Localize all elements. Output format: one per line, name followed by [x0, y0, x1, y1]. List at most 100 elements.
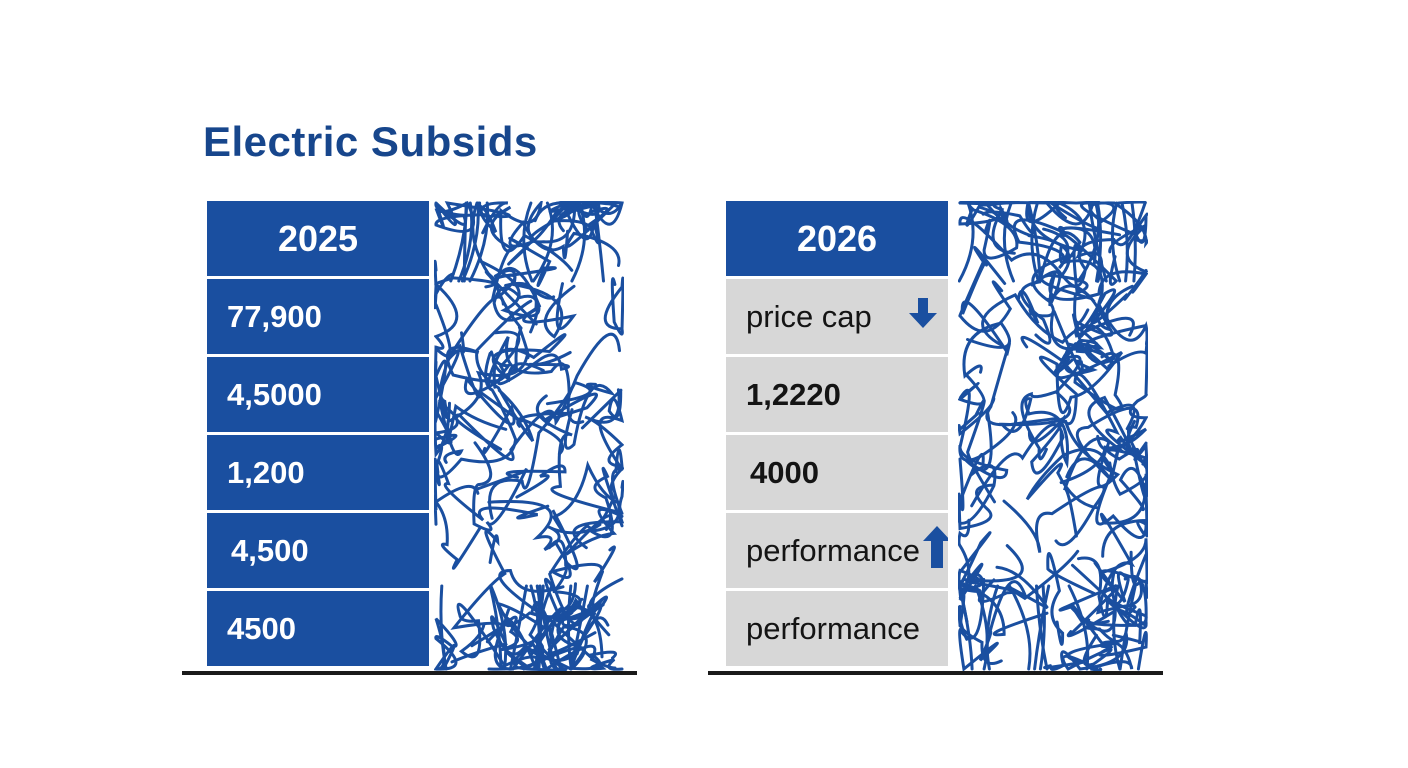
mesh-strand	[487, 500, 602, 552]
cell-label: price cap	[746, 298, 872, 334]
baseline	[182, 671, 637, 675]
mesh-strand	[1049, 310, 1099, 376]
mesh-strand	[509, 584, 528, 671]
mesh-strand	[450, 601, 548, 664]
mesh-strand	[958, 584, 974, 671]
mesh-strand	[1008, 584, 1032, 671]
mesh-strand	[584, 388, 624, 473]
mesh-strand	[985, 584, 1000, 671]
mesh-strand	[1002, 485, 1106, 553]
table-cell: performance	[726, 513, 948, 588]
mesh-strand	[1043, 631, 1148, 671]
mesh-strand	[439, 584, 448, 671]
mesh-strand	[468, 201, 490, 283]
mesh-strand	[603, 276, 624, 336]
mesh-strand	[464, 368, 516, 456]
mesh-strand	[1020, 342, 1115, 461]
mesh-strand	[1076, 201, 1101, 283]
mesh-strand	[434, 201, 511, 226]
mesh-strand	[981, 202, 1110, 329]
tangled-lines-graphic	[434, 201, 624, 671]
mesh-strand	[1070, 603, 1134, 671]
mesh-strand	[1038, 350, 1124, 426]
mesh-strand	[1067, 584, 1090, 671]
mesh-strand	[488, 584, 503, 671]
mesh-strand	[435, 459, 550, 522]
mesh-strand	[958, 518, 985, 600]
mesh-strand	[460, 201, 480, 283]
mesh-strand	[434, 276, 496, 350]
mesh-strand	[493, 268, 576, 339]
mesh-strand	[538, 584, 558, 671]
mesh-strand	[548, 467, 624, 626]
page-title: Electric Subsids	[203, 118, 538, 165]
mesh-strand	[556, 597, 611, 648]
mesh-strand	[1088, 201, 1148, 249]
mesh-strand	[569, 584, 589, 671]
table-cell: price cap	[726, 279, 948, 354]
mesh-strand	[1033, 584, 1051, 671]
table-cell: 4,500	[207, 513, 429, 588]
column-header-2025: 2025	[207, 201, 429, 276]
mesh-strand	[998, 391, 1072, 469]
mesh-strand	[958, 245, 1013, 333]
column-2026: 2026 price cap 1,2220 4000 performance p…	[726, 201, 948, 669]
mesh-strand	[1064, 259, 1134, 332]
mesh-strand	[958, 373, 986, 449]
mesh-strand	[958, 452, 995, 531]
table-cell: 4,5000	[207, 357, 429, 432]
mesh-strand	[475, 299, 535, 442]
mesh-strand	[1131, 446, 1148, 538]
mesh-strand	[548, 542, 616, 584]
table-cell: performance	[726, 591, 948, 666]
mesh-strand	[1130, 201, 1137, 283]
mesh-strand	[593, 201, 605, 283]
mesh-strand	[1087, 395, 1148, 453]
mesh-strand	[566, 584, 573, 671]
mesh-strand	[1118, 584, 1137, 671]
mesh-strand	[456, 602, 505, 665]
mesh-strand	[1038, 584, 1046, 671]
mesh-strand	[508, 219, 570, 260]
arrow-up-icon	[922, 525, 948, 577]
mesh-strand	[434, 484, 482, 570]
mesh-strand	[958, 201, 975, 283]
mesh-strand	[505, 464, 567, 499]
mesh-strand	[1025, 447, 1120, 510]
mesh-strand	[958, 605, 1003, 666]
mesh-strand	[457, 201, 474, 283]
baseline	[708, 671, 1163, 675]
mesh-strand	[1099, 538, 1148, 599]
mesh-strand	[1046, 552, 1096, 646]
mesh-strand	[1110, 201, 1122, 283]
mesh-strand	[1090, 293, 1148, 368]
mesh-strand	[531, 201, 554, 283]
mesh-strand	[434, 303, 452, 459]
mesh-strand	[563, 382, 616, 450]
mesh-strand	[1002, 201, 1015, 283]
mesh-strand	[1012, 218, 1122, 270]
mesh-strand	[489, 584, 508, 671]
mesh-strand	[522, 201, 534, 283]
mesh-strand	[445, 325, 530, 442]
mesh-strand	[1074, 316, 1148, 350]
mesh-strand	[1020, 335, 1136, 431]
table-cell: 1,200	[207, 435, 429, 510]
column-header-2026: 2026	[726, 201, 948, 276]
table-cell: 4500	[207, 591, 429, 666]
mesh-strand	[1030, 201, 1040, 283]
mesh-strand	[1030, 268, 1148, 307]
mesh-strand	[1058, 584, 1118, 638]
mesh-strand	[1071, 550, 1143, 611]
mesh-strand	[1073, 351, 1148, 467]
mesh-strand	[565, 507, 624, 556]
cell-label: performance	[746, 532, 921, 568]
mesh-strand	[570, 201, 587, 283]
column-2025: 2025 77,900 4,5000 1,200 4,500 4500	[207, 201, 429, 669]
mesh-strand	[487, 336, 585, 425]
mesh-strand	[434, 330, 521, 400]
table-cell: 1,2220	[726, 357, 948, 432]
tangled-lines-graphic	[958, 201, 1148, 671]
mesh-strand	[1063, 419, 1121, 538]
